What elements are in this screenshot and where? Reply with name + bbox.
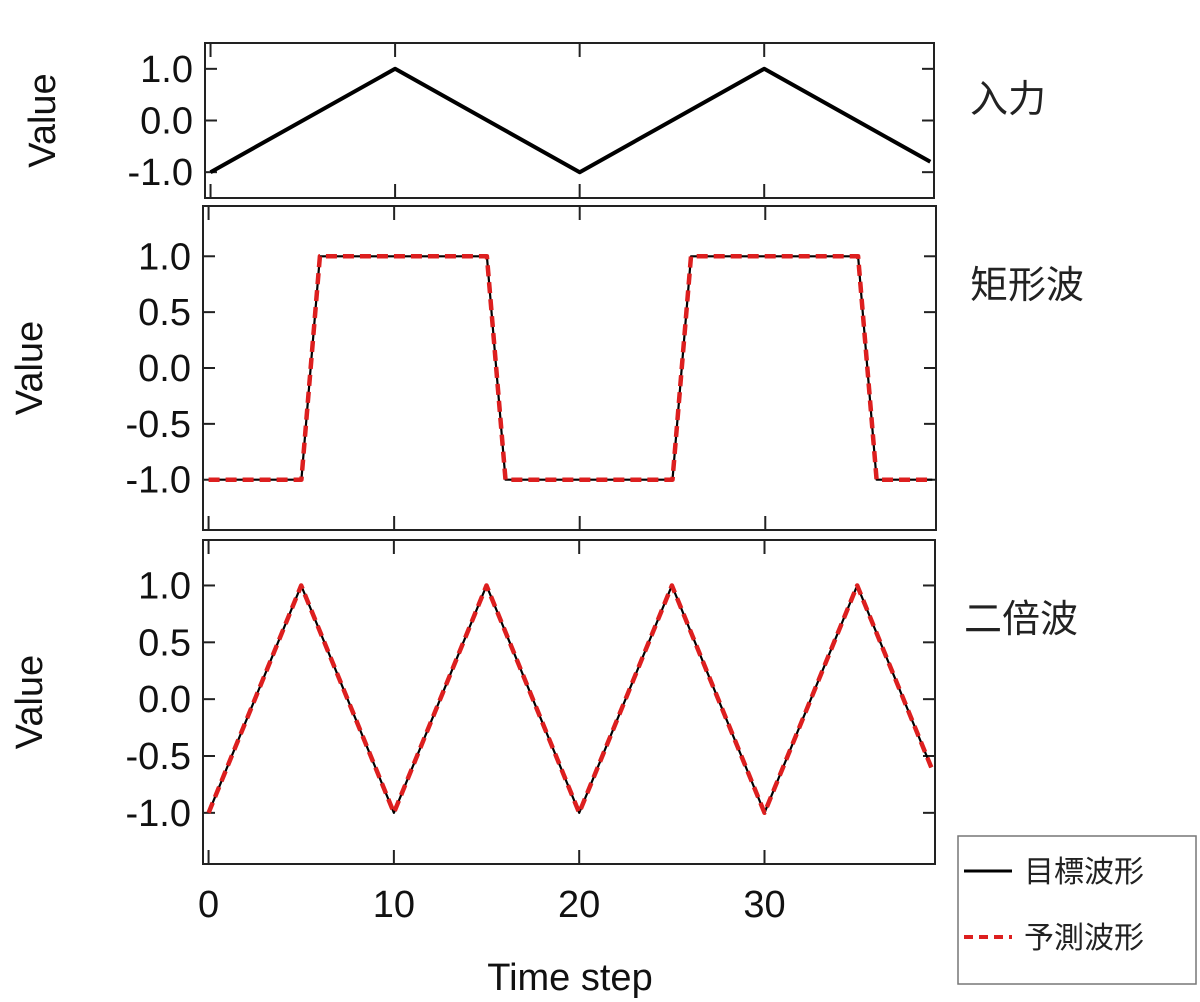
series-target-line <box>208 255 933 481</box>
plot-frame <box>204 42 935 199</box>
y-axis-title: Value <box>9 321 51 415</box>
x-tick-label: 0 <box>198 884 219 926</box>
series-target-line <box>209 66 932 175</box>
x-tick-label: 30 <box>743 884 785 926</box>
series-prediction-line <box>208 254 933 482</box>
y-tick-label: -0.5 <box>126 404 191 446</box>
legend-box <box>957 835 1197 985</box>
y-tick-label: -1.0 <box>126 460 191 502</box>
panel-3: 1.0 0.5 0.0 -0.5 -1.0 0 10 20 30 Value 二倍波 <box>9 539 1078 926</box>
legend-label-prediction: 予測波形 <box>1024 921 1144 956</box>
y-tick-label: 1.0 <box>140 49 193 91</box>
y-tick-label: 0.0 <box>138 348 191 390</box>
y-tick-label: 1.0 <box>138 565 191 607</box>
y-tick-label: -1.0 <box>128 152 193 194</box>
series-prediction-line <box>206 583 934 816</box>
x-tick-label: 20 <box>558 884 600 926</box>
y-axis-title: Value <box>9 655 51 749</box>
panel-label: 矩形波 <box>970 263 1084 307</box>
legend-label-target: 目標波形 <box>1024 855 1144 890</box>
plot-frame <box>202 539 936 865</box>
y-tick-label: 0.5 <box>138 622 191 664</box>
y-tick-label: 1.0 <box>138 236 191 278</box>
x-axis-title: Time step <box>487 957 652 999</box>
y-tick-label: 0.0 <box>138 679 191 721</box>
legend: 目標波形 予測波形 <box>957 835 1197 985</box>
panel-2: 1.0 0.5 0.0 -0.5 -1.0 Value 矩形波 <box>9 205 1084 531</box>
panels: 1.0 0.0 -1.0 Value 入力 1.0 0.5 0.0 -0.5 -1.0 Value 矩… <box>9 42 1084 926</box>
y-tick-label: 0.5 <box>138 292 191 334</box>
x-tick-label: 10 <box>373 884 415 926</box>
y-tick-label: -1.0 <box>126 793 191 835</box>
panel-label: 入力 <box>970 77 1046 121</box>
y-tick-label: 0.0 <box>140 101 193 143</box>
y-axis-title: Value <box>22 73 64 167</box>
panel-1: 1.0 0.0 -1.0 Value 入力 <box>22 42 1046 199</box>
panel-label: 二倍波 <box>964 597 1078 641</box>
y-tick-label: -0.5 <box>126 736 191 778</box>
